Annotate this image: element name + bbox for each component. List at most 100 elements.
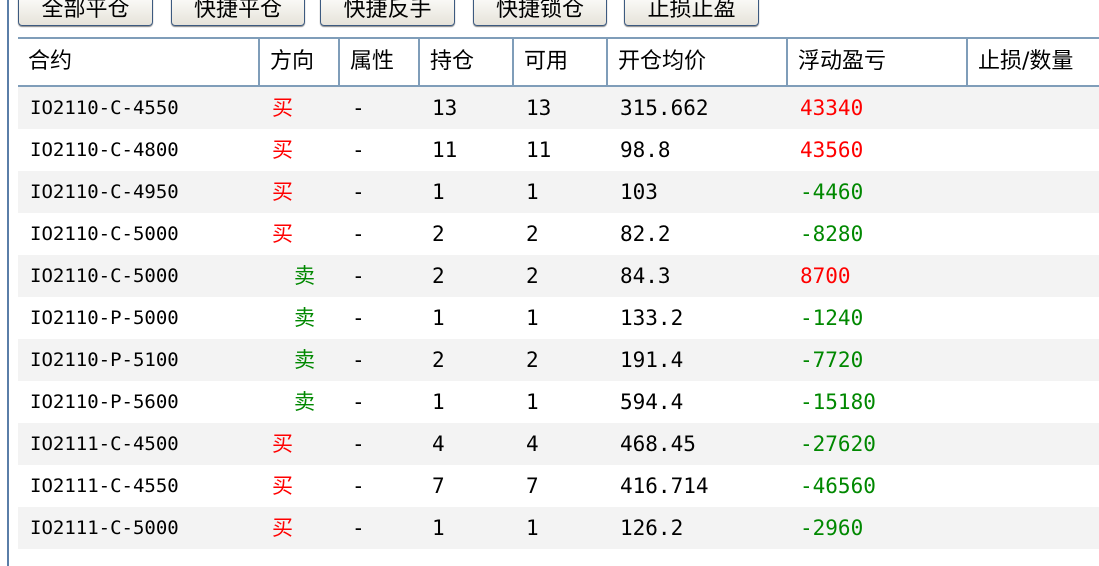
table-cell: 191.4 xyxy=(620,348,684,372)
table-cell: 7 xyxy=(526,474,539,498)
table-cell: 卖 xyxy=(294,348,315,372)
column-header[interactable]: 持仓 xyxy=(420,39,514,85)
table-cell: - xyxy=(352,516,365,540)
table-cell: 43340 xyxy=(800,96,864,120)
table-cell: IO2110-P-5100 xyxy=(30,349,179,371)
column-header[interactable]: 方向 xyxy=(260,39,340,85)
table-cell: 11 xyxy=(526,138,552,162)
table-cell: 13 xyxy=(432,96,458,120)
close-all-button[interactable]: 全部平仓 xyxy=(18,0,153,26)
table-cell xyxy=(968,339,1099,381)
column-header[interactable]: 止损/数量 xyxy=(968,39,1099,85)
column-header[interactable]: 可用 xyxy=(514,39,608,85)
table-cell: 2 xyxy=(526,222,539,246)
table-cell xyxy=(968,129,1099,171)
table-row[interactable]: IO2110-C-4550 买 - 13 13 315.662 43340 xyxy=(18,87,1099,129)
table-cell xyxy=(968,465,1099,507)
table-cell: -15180 xyxy=(800,390,876,414)
table-cell: 2 xyxy=(526,264,539,288)
table-cell xyxy=(968,381,1099,423)
table-row[interactable]: IO2110-P-5600 卖 - 1 1 594.4 -15180 xyxy=(18,381,1099,423)
table-cell: 买 xyxy=(272,222,293,246)
table-cell: 468.45 xyxy=(620,432,696,456)
table-cell: 1 xyxy=(432,390,445,414)
table-cell: 卖 xyxy=(294,306,315,330)
table-cell: - xyxy=(352,264,365,288)
table-cell xyxy=(968,213,1099,255)
column-header[interactable]: 合约 xyxy=(18,39,260,85)
table-cell: - xyxy=(352,180,365,204)
stop-loss-profit-button[interactable]: 止损止盈 xyxy=(624,0,759,26)
table-cell: 594.4 xyxy=(620,390,684,414)
table-cell: 416.714 xyxy=(620,474,709,498)
table-cell: 8700 xyxy=(800,264,851,288)
table-cell: 1 xyxy=(526,306,539,330)
table-row[interactable]: IO2110-P-5100 卖 - 2 2 191.4 -7720 xyxy=(18,339,1099,381)
table-header: 合约 方向 属性 持仓 可用 开仓均价 浮动盈亏 止损/数量 xyxy=(18,39,1099,87)
table-cell: - xyxy=(352,306,365,330)
left-border xyxy=(7,0,9,566)
table-row[interactable]: IO2110-C-5000 卖 - 2 2 84.3 8700 xyxy=(18,255,1099,297)
table-cell: - xyxy=(352,222,365,246)
table-cell: 4 xyxy=(526,432,539,456)
table-cell: IO2110-C-4800 xyxy=(30,139,179,161)
table-cell: - xyxy=(352,432,365,456)
table-cell: IO2111-C-4550 xyxy=(30,475,179,497)
table-cell: -7720 xyxy=(800,348,864,372)
table-cell: 133.2 xyxy=(620,306,684,330)
table-cell: IO2110-C-5000 xyxy=(30,223,179,245)
table-cell: 7 xyxy=(432,474,445,498)
quick-lock-button[interactable]: 快捷锁仓 xyxy=(473,0,607,26)
table-cell: 2 xyxy=(432,264,445,288)
table-row[interactable]: IO2110-C-4800 买 - 11 11 98.8 43560 xyxy=(18,129,1099,171)
table-cell: 买 xyxy=(272,474,293,498)
table-cell xyxy=(968,255,1099,297)
table-cell: 2 xyxy=(526,348,539,372)
table-cell xyxy=(968,171,1099,213)
table-cell: IO2110-C-4950 xyxy=(30,181,179,203)
table-cell: - xyxy=(352,96,365,120)
table-cell: 4 xyxy=(432,432,445,456)
table-cell: -4460 xyxy=(800,180,864,204)
column-header[interactable]: 开仓均价 xyxy=(608,39,788,85)
table-cell: 买 xyxy=(272,96,293,120)
table-row[interactable]: IO2111-C-5000 买 - 1 1 126.2 -2960 xyxy=(18,507,1099,549)
table-cell: 1 xyxy=(526,516,539,540)
table-cell: -2960 xyxy=(800,516,864,540)
table-cell: 2 xyxy=(432,222,445,246)
table-cell: 82.2 xyxy=(620,222,671,246)
column-header[interactable]: 浮动盈亏 xyxy=(788,39,968,85)
table-cell: -1240 xyxy=(800,306,864,330)
table-cell: IO2111-C-4500 xyxy=(30,433,179,455)
table-row[interactable]: IO2110-P-5000 卖 - 1 1 133.2 -1240 xyxy=(18,297,1099,339)
table-cell: 买 xyxy=(272,516,293,540)
table-cell: 买 xyxy=(272,432,293,456)
table-cell: 卖 xyxy=(294,390,315,414)
table-cell: 1 xyxy=(432,180,445,204)
table-cell: IO2110-C-4550 xyxy=(30,97,179,119)
table-cell: -27620 xyxy=(800,432,876,456)
table-cell: 买 xyxy=(272,138,293,162)
quick-reverse-button[interactable]: 快捷反手 xyxy=(320,0,455,26)
table-cell: IO2110-P-5000 xyxy=(30,307,179,329)
table-cell: 卖 xyxy=(294,264,315,288)
table-cell: 43560 xyxy=(800,138,864,162)
table-cell xyxy=(968,423,1099,465)
table-cell xyxy=(968,297,1099,339)
table-cell: IO2110-C-5000 xyxy=(30,265,179,287)
table-cell: 315.662 xyxy=(620,96,709,120)
table-cell: 2 xyxy=(432,348,445,372)
table-row[interactable]: IO2111-C-4550 买 - 7 7 416.714 -46560 xyxy=(18,465,1099,507)
table-row[interactable]: IO2110-C-5000 买 - 2 2 82.2 -8280 xyxy=(18,213,1099,255)
table-cell: IO2111-C-5000 xyxy=(30,517,179,539)
table-cell: - xyxy=(352,348,365,372)
table-cell: - xyxy=(352,390,365,414)
column-header[interactable]: 属性 xyxy=(340,39,420,85)
quick-close-button[interactable]: 快捷平仓 xyxy=(171,0,305,26)
table-cell: - xyxy=(352,138,365,162)
table-cell: 13 xyxy=(526,96,552,120)
table-row[interactable]: IO2110-C-4950 买 - 1 1 103 -4460 xyxy=(18,171,1099,213)
table-row[interactable]: IO2111-C-4500 买 - 4 4 468.45 -27620 xyxy=(18,423,1099,465)
table-cell: -46560 xyxy=(800,474,876,498)
table-cell: 1 xyxy=(526,180,539,204)
